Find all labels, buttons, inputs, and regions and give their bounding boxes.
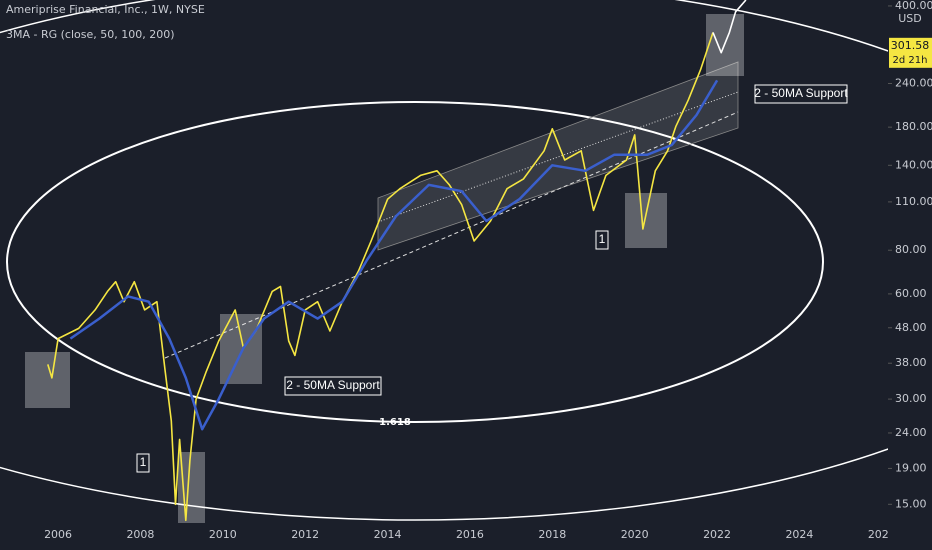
y-tick-label: 240.00 (895, 76, 932, 89)
y-tick-label: 19.00 (895, 461, 927, 474)
support-line (164, 111, 739, 359)
x-tick-label: 2008 (126, 528, 154, 541)
price-axis-panel (888, 0, 932, 550)
annotation-text: 1 (140, 455, 147, 469)
highlight-box (625, 193, 667, 248)
y-tick-label: 24.00 (895, 426, 927, 439)
annotation: 2 - 50MA Support 2 - 50MA Support 1 1 1.… (136, 84, 848, 473)
x-tick-label: 2022 (703, 528, 731, 541)
currency: USD (898, 12, 922, 25)
highlight-box (220, 314, 262, 384)
annotation-text: 2 - 50MA Support (754, 86, 848, 100)
y-tick-label: 180.00 (895, 120, 932, 133)
y-tick-label: 80.00 (895, 243, 927, 256)
x-axis: 2006 2008 2010 2012 2014 2016 2018 2020 2022 2024… (44, 528, 896, 541)
y-tick-label: 48.00 (895, 321, 927, 334)
fib-level: 1.618 (379, 417, 411, 428)
annotation-box (754, 84, 848, 104)
price-line (712, 0, 747, 54)
plot-area (0, 0, 888, 523)
y-tick-label: 15.00 (895, 497, 927, 510)
fib-ellipse-outer (0, 0, 888, 521)
annotation-text: 2 - 50MA Support (286, 378, 380, 392)
annotation-box (284, 376, 382, 396)
highlight-box (25, 352, 70, 408)
channel (377, 61, 739, 251)
annotation-box (595, 230, 609, 250)
chart-title: Ameriprise Financial, Inc., 1W, NYSE (6, 3, 205, 16)
y-tick-label: 60.00 (895, 287, 927, 300)
x-tick-label: 2016 (456, 528, 484, 541)
annotation-text: 1 (599, 232, 606, 246)
x-tick-label: 2012 (291, 528, 319, 541)
y-tick-label: 30.00 (895, 392, 927, 405)
last-price-box (889, 37, 932, 68)
y-tick-label: 38.00 (895, 356, 927, 369)
annotation-box (136, 453, 150, 473)
y-tick-label: 400.00 (895, 0, 932, 12)
indicator-label: 3MA - RG (close, 50, 100, 200) (6, 28, 175, 41)
y-tick-label: 110.00 (895, 195, 932, 208)
countdown: 2d 21h (893, 55, 928, 66)
x-tick-label: 2026 (868, 528, 896, 541)
x-tick-label: 2020 (621, 528, 649, 541)
last-price: 301.58 (891, 39, 930, 52)
channel-mid (377, 91, 739, 223)
x-tick-label: 2010 (209, 528, 237, 541)
x-tick-label: 2024 (785, 528, 813, 541)
x-tick-label: 2018 (538, 528, 566, 541)
price-line (69, 79, 719, 431)
x-tick-label: 2014 (374, 528, 402, 541)
fib-ellipse-inner (6, 101, 824, 423)
x-tick-label: 2006 (44, 528, 72, 541)
y-tick-label: 140.00 (895, 158, 932, 171)
